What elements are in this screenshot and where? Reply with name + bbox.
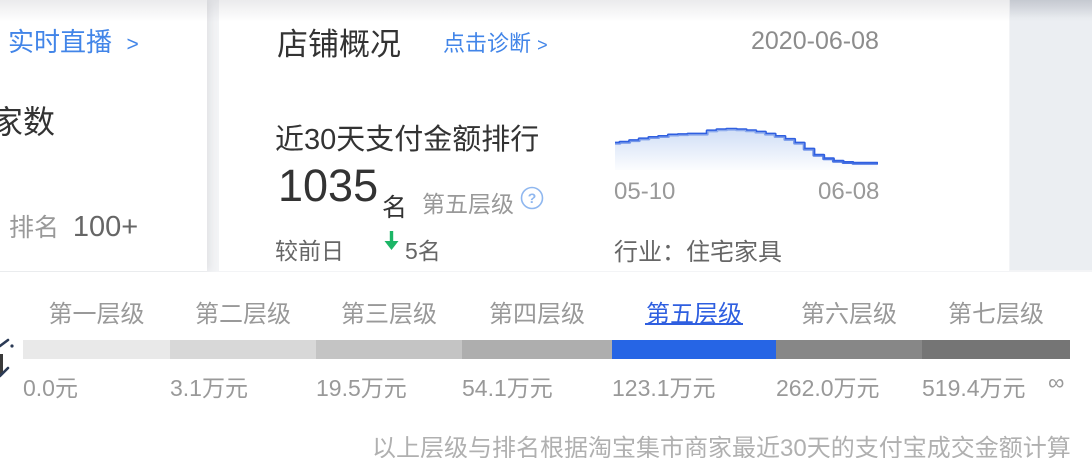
svg-text:?: ? (528, 190, 537, 206)
